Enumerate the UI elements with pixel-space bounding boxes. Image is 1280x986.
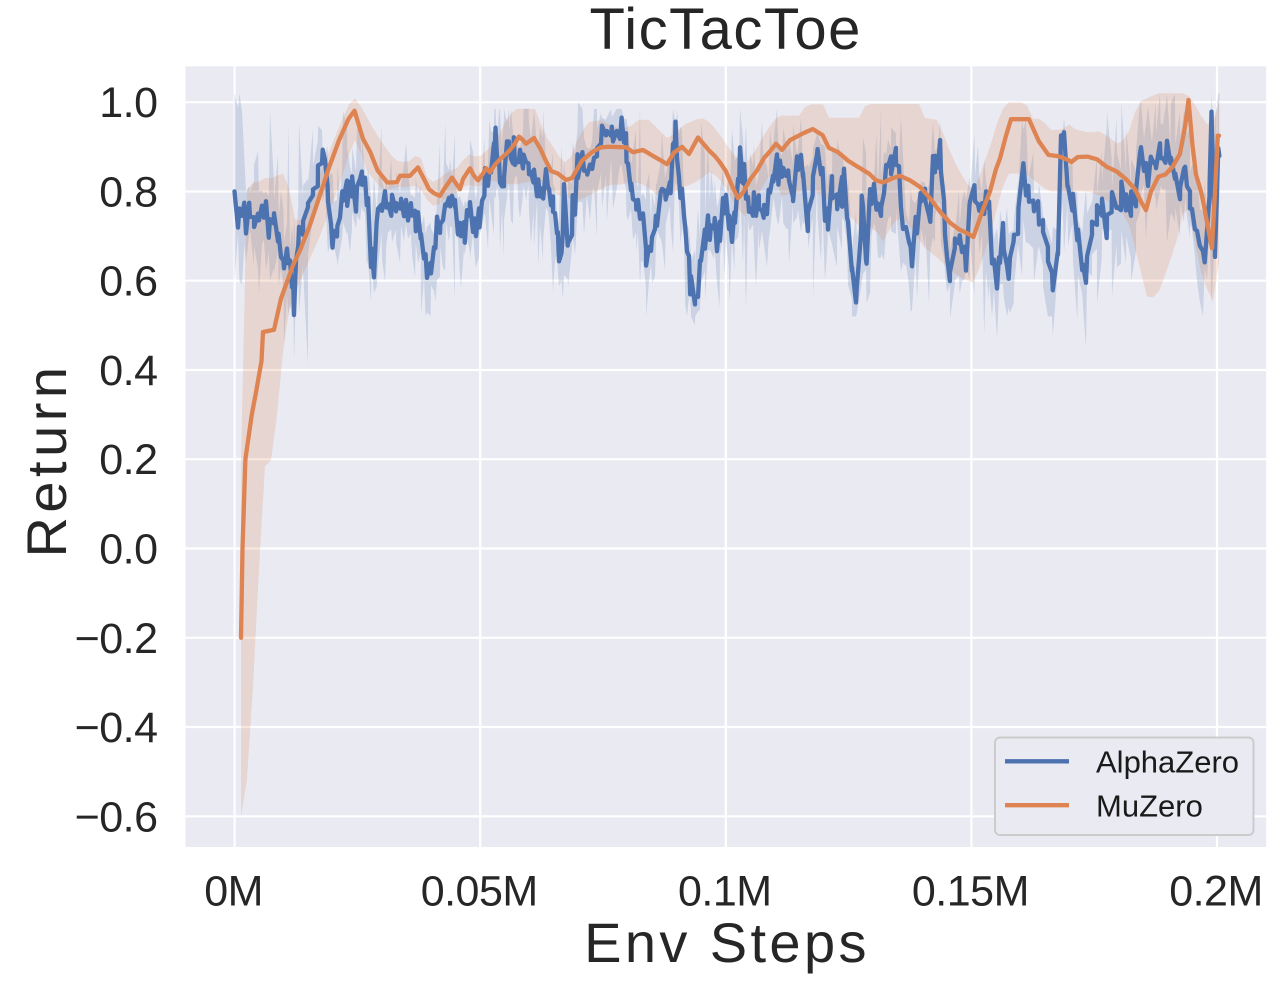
- svg-text:1.0: 1.0: [99, 79, 157, 127]
- svg-text:0.1M: 0.1M: [678, 868, 772, 916]
- svg-text:0.0: 0.0: [99, 526, 157, 574]
- svg-text:Env Steps: Env Steps: [584, 911, 870, 974]
- svg-text:0.6: 0.6: [99, 258, 157, 306]
- svg-text:0M: 0M: [204, 868, 263, 916]
- svg-text:TicTacToe: TicTacToe: [589, 0, 861, 62]
- svg-text:0.05M: 0.05M: [421, 868, 538, 916]
- svg-text:0.4: 0.4: [99, 347, 157, 395]
- svg-text:0.15M: 0.15M: [912, 868, 1029, 916]
- svg-text:−0.6: −0.6: [75, 793, 158, 841]
- svg-text:−0.4: −0.4: [75, 704, 158, 752]
- svg-text:0.8: 0.8: [99, 169, 157, 217]
- svg-text:Return: Return: [15, 362, 78, 557]
- svg-text:0.2M: 0.2M: [1169, 868, 1263, 916]
- svg-text:0.2: 0.2: [99, 436, 157, 484]
- svg-text:AlphaZero: AlphaZero: [1096, 745, 1239, 780]
- svg-text:−0.2: −0.2: [75, 615, 158, 663]
- svg-text:MuZero: MuZero: [1096, 789, 1203, 824]
